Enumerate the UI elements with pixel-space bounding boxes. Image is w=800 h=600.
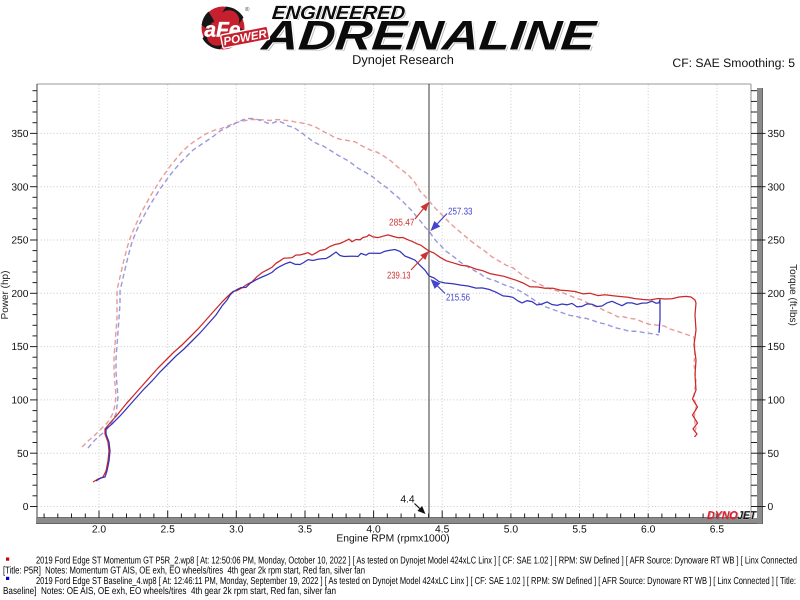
svg-text:DYNO: DYNO: [707, 510, 738, 522]
svg-text:285.47: 285.47: [389, 218, 415, 229]
svg-text:239.13: 239.13: [387, 271, 411, 282]
svg-text:200: 200: [11, 289, 28, 300]
svg-text:257.33: 257.33: [448, 207, 473, 218]
svg-text:250: 250: [768, 236, 785, 247]
svg-text:Engine RPM (rpmx1000): Engine RPM (rpmx1000): [336, 534, 449, 545]
svg-text:2.0: 2.0: [92, 525, 107, 536]
svg-text:[Title: P5R] Notes: Momentum: [Title: P5R] Notes: Momentum GT AIS, OE …: [3, 566, 365, 577]
svg-text:Dynojet Research: Dynojet Research: [352, 52, 454, 67]
svg-text:150: 150: [11, 342, 28, 353]
svg-text:250: 250: [11, 236, 28, 247]
svg-text:3.0: 3.0: [229, 525, 244, 536]
svg-text:150: 150: [768, 342, 785, 353]
svg-text:Torque (ft-lbs): Torque (ft-lbs): [787, 264, 798, 326]
svg-text:Baseline] Notes: OE AIS, OE e: Baseline] Notes: OE AIS, OE exh, EO whee…: [3, 586, 336, 597]
svg-text:4.4: 4.4: [400, 495, 415, 506]
svg-text:50: 50: [768, 449, 780, 460]
svg-text:6.0: 6.0: [641, 525, 656, 536]
svg-text:ENGINEERED: ENGINEERED: [272, 4, 407, 25]
svg-text:JET: JET: [738, 511, 758, 523]
svg-text:2019 Ford Edge ST Baseline_4.w: 2019 Ford Edge ST Baseline_4.wp8 [ At: 1…: [36, 576, 796, 587]
svg-text:50: 50: [17, 449, 29, 460]
svg-text:300: 300: [11, 182, 28, 193]
svg-text:0: 0: [768, 502, 774, 513]
svg-text:2.5: 2.5: [161, 525, 176, 536]
svg-text:100: 100: [11, 396, 28, 407]
svg-text:ENGINEERED: ENGINEERED: [271, 3, 406, 24]
svg-text:200: 200: [768, 289, 785, 300]
svg-text:ADRENALINE: ADRENALINE: [260, 13, 601, 60]
svg-text:6.5: 6.5: [710, 525, 725, 536]
svg-text:DYNO: DYNO: [708, 511, 739, 523]
svg-text:300: 300: [768, 182, 785, 193]
svg-text:5.5: 5.5: [572, 525, 587, 536]
svg-text:Power (hp): Power (hp): [0, 271, 11, 320]
svg-text:4.0: 4.0: [366, 525, 381, 536]
svg-text:0: 0: [23, 502, 29, 513]
svg-text:JET: JET: [737, 510, 757, 522]
svg-text:ADRENALINE: ADRENALINE: [259, 11, 600, 58]
svg-text:3.5: 3.5: [298, 525, 313, 536]
svg-text:215.56: 215.56: [446, 293, 470, 304]
svg-text:CF: SAE Smoothing: 5: CF: SAE Smoothing: 5: [672, 56, 795, 70]
svg-text:350: 350: [11, 129, 28, 140]
svg-text:350: 350: [768, 129, 785, 140]
svg-text:2019 Ford Edge ST Momentum GT: 2019 Ford Edge ST Momentum GT P5R_2.wp8 …: [36, 556, 797, 567]
svg-text:100: 100: [768, 396, 785, 407]
svg-text:5.0: 5.0: [504, 525, 519, 536]
svg-text:4.5: 4.5: [435, 525, 450, 536]
svg-text:®: ®: [245, 6, 250, 13]
